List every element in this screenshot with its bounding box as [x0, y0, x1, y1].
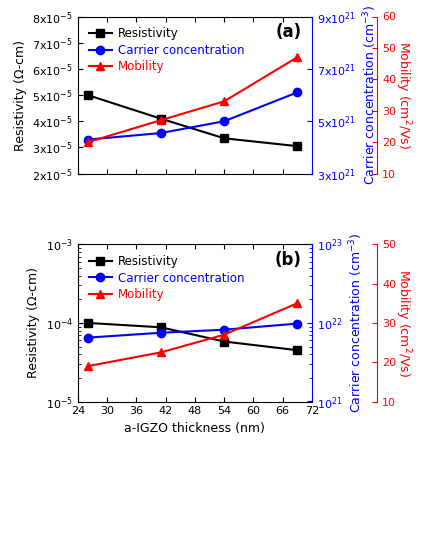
Line: Carrier concentration: Carrier concentration — [84, 89, 301, 144]
Carrier concentration — [158, 329, 163, 336]
Resistivity — [85, 92, 90, 98]
Resistivity — [222, 135, 227, 141]
Y-axis label: Mobility (cm$^{2}$/Vs): Mobility (cm$^{2}$/Vs) — [393, 269, 413, 377]
Legend: Resistivity, Carrier concentration, Mobility: Resistivity, Carrier concentration, Mobi… — [84, 250, 249, 306]
Mobility — [85, 139, 90, 146]
Carrier concentration — [294, 89, 300, 96]
Resistivity — [158, 324, 163, 331]
Resistivity — [294, 143, 300, 150]
Mobility — [85, 363, 90, 370]
Text: (b): (b) — [275, 251, 302, 269]
Resistivity — [158, 116, 163, 122]
Line: Resistivity: Resistivity — [84, 319, 301, 354]
Resistivity — [85, 320, 90, 326]
Text: (a): (a) — [275, 23, 301, 41]
Mobility — [158, 349, 163, 356]
Carrier concentration — [85, 136, 90, 143]
Carrier concentration — [222, 326, 227, 333]
Line: Resistivity: Resistivity — [84, 91, 301, 150]
Mobility — [222, 332, 227, 338]
Y-axis label: Mobility (cm$^{2}$/Vs): Mobility (cm$^{2}$/Vs) — [393, 41, 413, 149]
Mobility — [158, 117, 163, 124]
Carrier concentration — [222, 118, 227, 124]
Legend: Resistivity, Carrier concentration, Mobility: Resistivity, Carrier concentration, Mobi… — [84, 23, 249, 78]
X-axis label: a-IGZO thickness (nm): a-IGZO thickness (nm) — [124, 422, 265, 435]
Carrier concentration — [158, 130, 163, 136]
Y-axis label: Resistivity (Ω-cm): Resistivity (Ω-cm) — [27, 267, 40, 378]
Line: Mobility: Mobility — [84, 299, 301, 370]
Mobility — [222, 98, 227, 104]
Mobility — [294, 300, 300, 306]
Line: Carrier concentration: Carrier concentration — [84, 320, 301, 342]
Carrier concentration — [85, 334, 90, 341]
Y-axis label: Carrier concentration (cm$^{-3}$): Carrier concentration (cm$^{-3}$) — [361, 5, 379, 185]
Resistivity — [294, 347, 300, 354]
Y-axis label: Carrier concentration (cm$^{-3}$): Carrier concentration (cm$^{-3}$) — [348, 233, 365, 413]
Y-axis label: Resistivity (Ω-cm): Resistivity (Ω-cm) — [14, 40, 27, 151]
Resistivity — [222, 338, 227, 345]
Carrier concentration — [294, 320, 300, 327]
Mobility — [294, 54, 300, 60]
Line: Mobility: Mobility — [84, 53, 301, 146]
